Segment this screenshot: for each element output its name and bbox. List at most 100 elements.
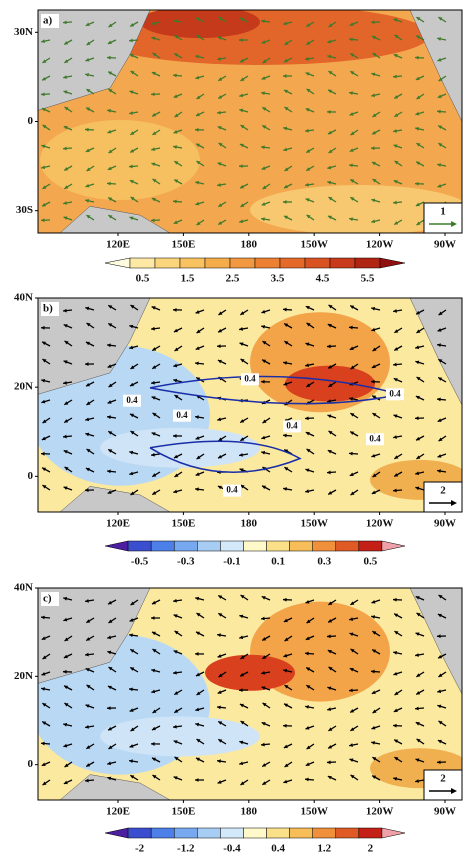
arrow-head <box>217 417 222 422</box>
arrow-head <box>327 760 331 765</box>
arrow-head <box>239 93 244 98</box>
arrow-head <box>328 304 333 309</box>
arrow-head <box>239 58 244 63</box>
colorbar-cell <box>154 257 181 269</box>
arrow-head <box>173 434 177 438</box>
arrow-head <box>240 419 245 423</box>
arrow-head <box>239 703 244 708</box>
arrow-head <box>437 418 442 422</box>
colorbar-cell <box>150 827 175 839</box>
arrow-head <box>349 397 353 401</box>
contour <box>149 440 302 473</box>
arrow-head <box>217 705 221 710</box>
arrow-head <box>108 431 113 435</box>
arrow-head <box>283 184 288 189</box>
arrow-head <box>151 380 155 385</box>
arrow-head <box>217 654 222 658</box>
arrow-head <box>218 595 223 599</box>
arrow-head <box>130 601 135 606</box>
arrow-head <box>217 485 222 490</box>
arrow-head <box>394 613 399 618</box>
arrow-head <box>129 471 134 476</box>
land <box>38 298 151 395</box>
arrow-head <box>239 327 243 331</box>
colorbar-tick-label: 5.5 <box>361 273 375 285</box>
arrow-head <box>371 690 376 694</box>
arrow-head <box>42 655 47 660</box>
arrow-head <box>261 379 265 384</box>
colorbar-cell <box>266 540 290 552</box>
arrow-head <box>64 106 69 111</box>
arrow-head <box>239 143 244 148</box>
arrow-head <box>240 655 245 659</box>
arrow-head <box>217 344 221 349</box>
arrow-head <box>393 74 397 79</box>
arrow-head <box>108 449 113 453</box>
arrow-head <box>108 666 113 671</box>
arrow-head <box>85 198 90 203</box>
arrow-head <box>63 743 68 748</box>
arrow-head <box>85 57 90 62</box>
arrow-head <box>416 329 421 333</box>
arrow-head <box>151 197 156 202</box>
arrow-head <box>239 17 244 22</box>
arrow-head <box>394 631 399 635</box>
arrow-head <box>63 216 68 221</box>
arrow-head <box>108 600 113 605</box>
arrow-head <box>218 95 223 99</box>
arrow-head <box>42 59 47 63</box>
arrow-head <box>306 149 311 153</box>
y-tick-label: 0 <box>28 758 34 770</box>
arrow-head <box>306 167 311 171</box>
arrow-head <box>129 618 134 622</box>
arrow-head <box>129 687 133 692</box>
contour-label-bg <box>386 388 404 401</box>
arrow-head <box>349 632 354 637</box>
arrow-head <box>86 637 91 641</box>
arrow-head <box>107 761 112 766</box>
arrow-head <box>438 437 443 442</box>
arrow-head <box>63 722 68 727</box>
arrow-head <box>41 762 46 766</box>
arrow-head <box>108 619 113 623</box>
colorbar-tick-label: 3.5 <box>271 273 285 285</box>
arrow-head <box>372 178 377 183</box>
arrow-head <box>240 594 245 599</box>
arrow-head <box>371 198 376 203</box>
arrow-head <box>371 20 375 25</box>
arrow-head <box>328 383 333 387</box>
arrow-head <box>306 667 311 671</box>
arrow-head <box>393 180 398 184</box>
arrow-head <box>394 455 399 459</box>
arrow-head <box>262 59 267 64</box>
arrow-head <box>174 113 179 118</box>
arrow-head <box>152 757 157 762</box>
x-tick-label: 150E <box>171 239 195 251</box>
arrow-head <box>438 594 443 599</box>
x-tick-label: 90W <box>434 518 456 530</box>
map-frame <box>37 297 463 513</box>
arrow-head <box>217 36 222 40</box>
arrow-head <box>437 397 441 402</box>
arrow-head <box>42 76 47 81</box>
arrow-head <box>152 112 157 117</box>
arrow-head <box>107 490 112 494</box>
arrow-head <box>239 635 244 640</box>
arrow-head <box>196 739 201 743</box>
arrow-head <box>283 21 288 26</box>
arrow-head <box>371 327 376 332</box>
arrow-head <box>393 144 398 148</box>
arrow-head <box>239 453 243 457</box>
x-tick-label: 150W <box>300 518 328 530</box>
arrow-head <box>107 650 112 655</box>
arrow-head <box>284 341 289 345</box>
arrow-head <box>416 161 421 166</box>
arrow-head <box>151 616 155 620</box>
land <box>59 486 171 512</box>
arrow-head <box>64 340 69 345</box>
arrow-head <box>217 126 222 130</box>
arrow-head <box>283 487 287 491</box>
arrow-head <box>64 401 69 405</box>
arrow-head <box>437 183 442 188</box>
colorbar-cell <box>312 540 337 552</box>
